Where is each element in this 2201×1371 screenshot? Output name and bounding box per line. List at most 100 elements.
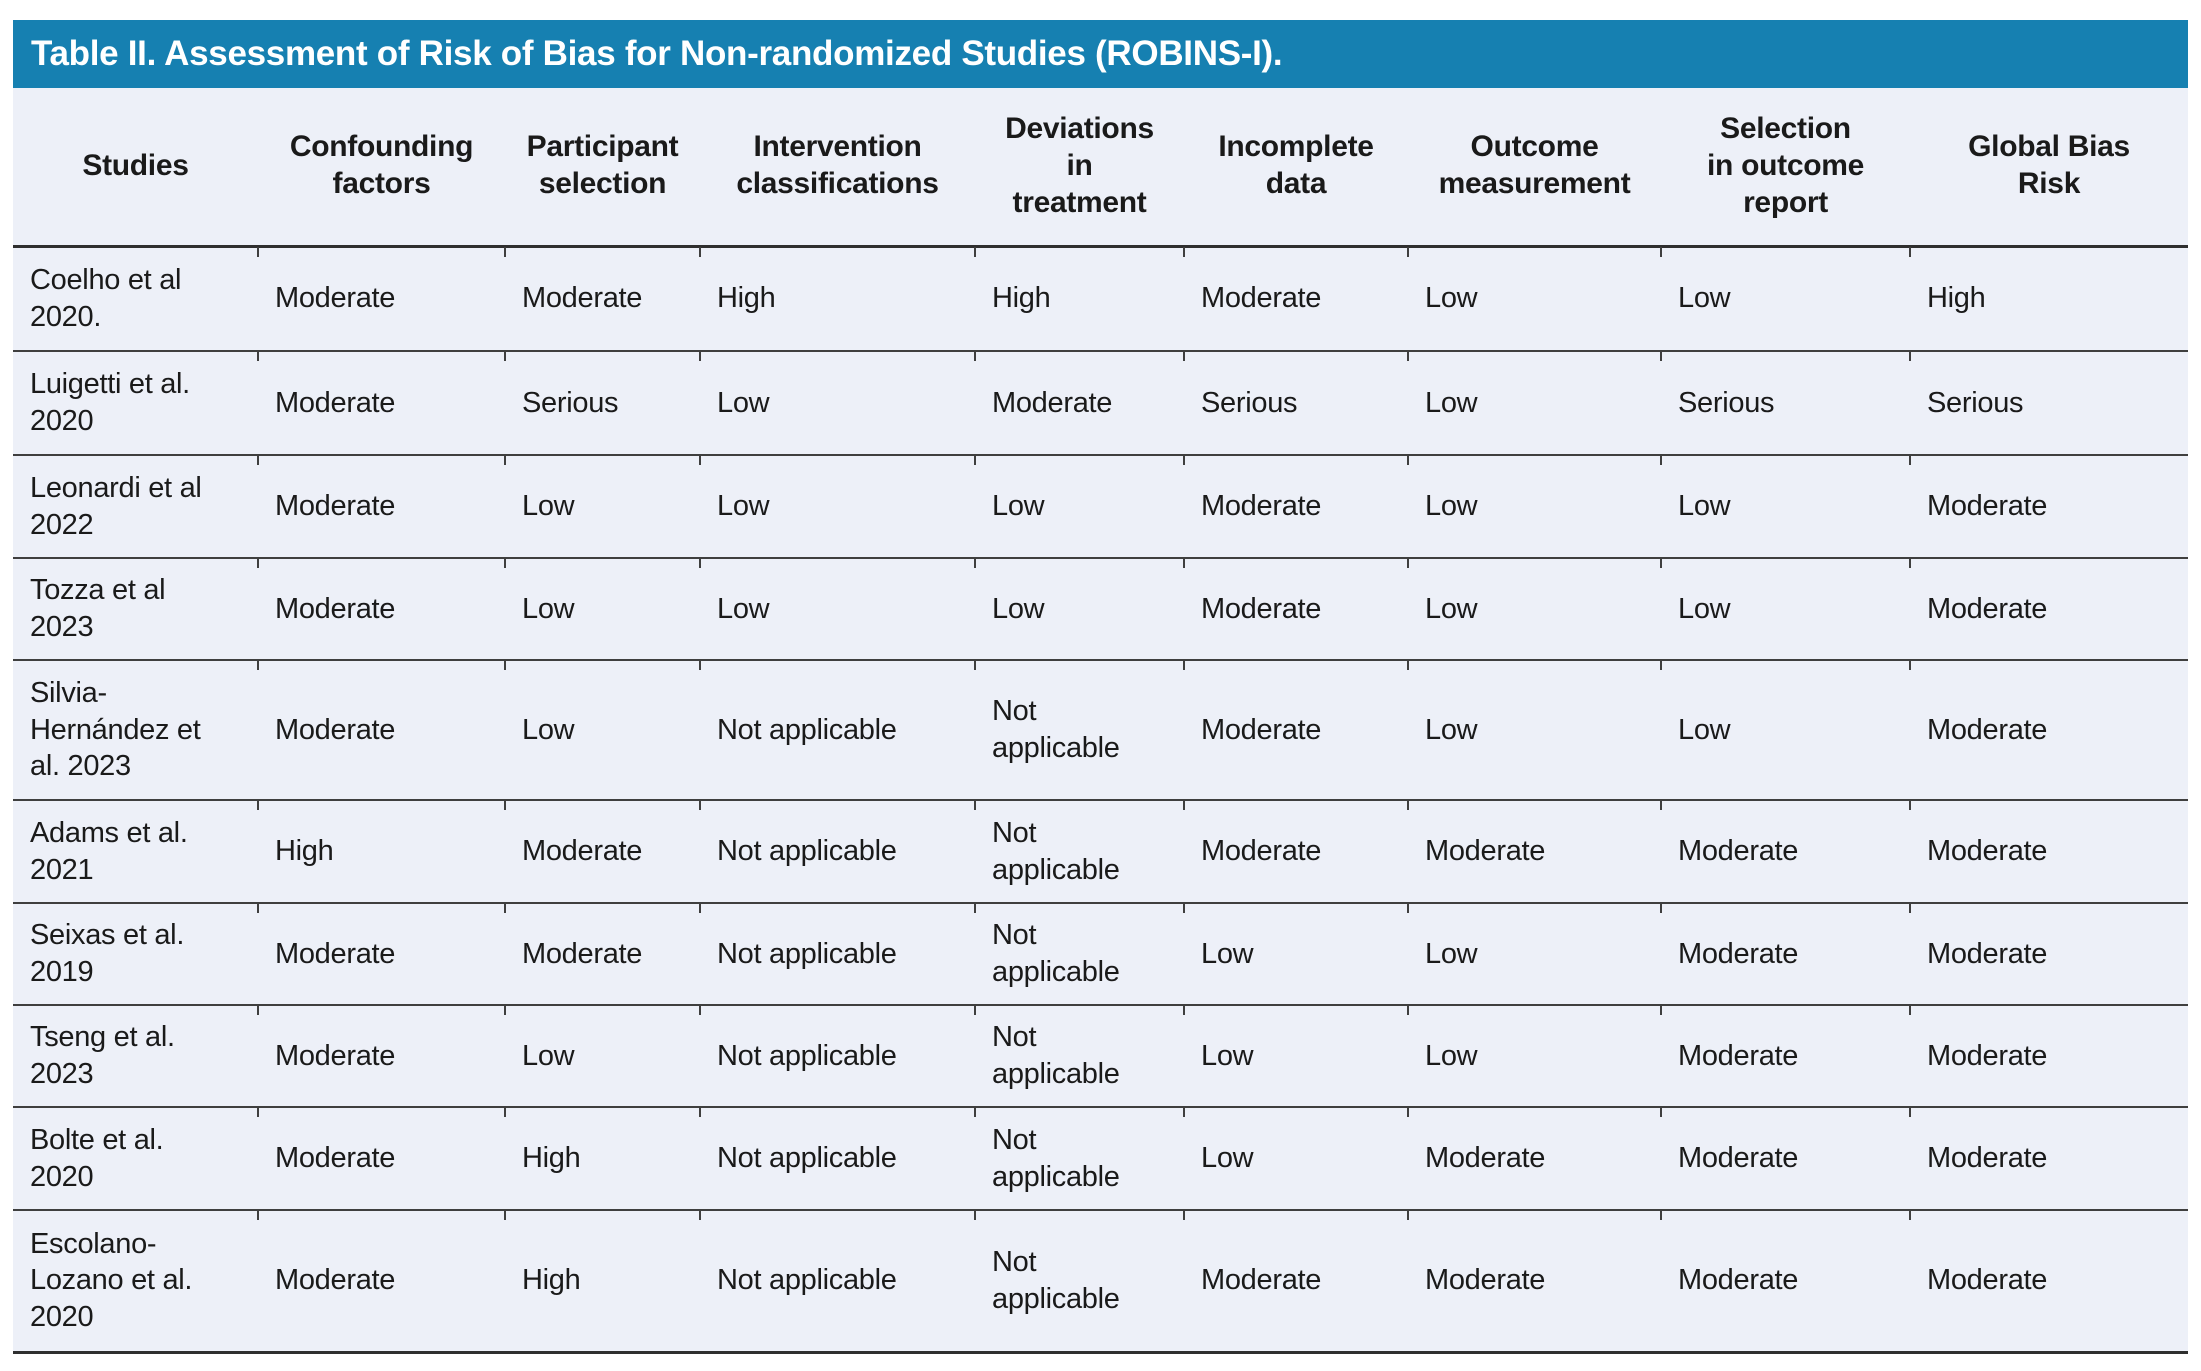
column-header: Global Bias Risk [1968, 130, 2130, 201]
risk-cell: Moderate [974, 350, 1184, 455]
risk-cell: Moderate [1183, 659, 1408, 800]
risk-cell: Moderate [1909, 659, 2188, 800]
risk-cell: Low [504, 557, 700, 660]
risk-cell: Not applicable [699, 659, 975, 800]
risk-cell: Not applicable [699, 1106, 975, 1210]
column-header: Selection in outcome report [1706, 111, 1864, 219]
risk-cell: Not applicable [974, 1106, 1184, 1210]
risk-cell: Low [504, 1004, 700, 1107]
risk-cell: Moderate [1183, 557, 1408, 660]
risk-cell: Moderate [257, 245, 505, 351]
table-row: Tseng et al. 2023 Moderate Low Not applicab… [13, 1004, 2188, 1107]
risk-cell: Low [1407, 557, 1661, 660]
table-header-row: Studies Confounding factors Participant se… [13, 88, 2188, 246]
risk-cell: Low [1183, 1106, 1408, 1210]
risk-cell: Moderate [1909, 1209, 2188, 1352]
risk-cell: Moderate [1407, 799, 1661, 903]
risk-cell: Moderate [504, 902, 700, 1005]
study-name: Coelho et al 2020. [30, 264, 182, 333]
risk-cell: Serious [1183, 350, 1408, 455]
risk-cell: Low [1660, 557, 1910, 660]
risk-cell: High [974, 245, 1184, 351]
risk-cell: Not applicable [699, 902, 975, 1005]
risk-cell: Low [699, 557, 975, 660]
risk-cell: Not applicable [974, 799, 1184, 903]
column-header: Outcome measurement [1438, 130, 1631, 201]
table-row: Escolano- Lozano et al. 2020 Moderate High… [13, 1209, 2188, 1352]
risk-cell: Moderate [1407, 1106, 1661, 1210]
risk-cell: Moderate [1660, 902, 1910, 1005]
study-name: Bolte et al. 2020 [30, 1123, 164, 1193]
risk-cell: Moderate [257, 1106, 505, 1210]
risk-cell: Moderate [257, 350, 505, 455]
study-name: Escolano- Lozano et al. 2020 [30, 1227, 193, 1334]
risk-of-bias-table: Studies Confounding factors Participant se… [13, 88, 2188, 1354]
risk-cell: Low [504, 454, 700, 558]
table-row: Coelho et al 2020. Moderate Moderate High Hi… [13, 245, 2188, 351]
risk-cell: Moderate [1183, 799, 1408, 903]
risk-cell: Low [1660, 245, 1910, 351]
risk-cell: Moderate [1660, 1004, 1910, 1107]
risk-cell: High [699, 245, 975, 351]
risk-cell: Moderate [1660, 1209, 1910, 1352]
risk-cell: Not applicable [974, 659, 1184, 800]
risk-cell: Moderate [1909, 454, 2188, 558]
risk-cell: Not applicable [974, 1004, 1184, 1107]
risk-cell: Moderate [1660, 799, 1910, 903]
risk-cell: Moderate [1407, 1209, 1661, 1352]
risk-cell: Moderate [257, 902, 505, 1005]
risk-cell: Moderate [504, 799, 700, 903]
risk-cell: Moderate [1660, 1106, 1910, 1210]
table-row: Luigetti et al. 2020 Moderate Serious Low Mo… [13, 350, 2188, 455]
risk-cell: High [504, 1106, 700, 1210]
risk-cell: Moderate [257, 1209, 505, 1352]
risk-cell: Not applicable [699, 1004, 975, 1107]
table-row: Leonardi et al 2022 Moderate Low Low Low Mode… [13, 454, 2188, 558]
study-name: Tozza et al 2023 [30, 574, 166, 643]
risk-cell: Low [1407, 659, 1661, 800]
risk-cell: Moderate [1909, 1004, 2188, 1107]
table-title-bar: Table II. Assessment of Risk of Bias for… [13, 20, 2188, 88]
risk-cell: Moderate [1183, 454, 1408, 558]
risk-cell: Low [1183, 902, 1408, 1005]
column-header: Incomplete data [1218, 130, 1374, 201]
risk-cell: Not applicable [699, 1209, 975, 1352]
risk-cell: Low [1407, 245, 1661, 351]
risk-cell: Serious [504, 350, 700, 455]
risk-cell: Serious [1909, 350, 2188, 455]
study-name: Silvia- Hernández et al. 2023 [30, 677, 201, 783]
table-row: Adams et al. 2021 High Moderate Not applica… [13, 799, 2188, 903]
column-header: Intervention classifications [736, 130, 939, 201]
risk-cell: Low [699, 454, 975, 558]
risk-cell: Low [1407, 1004, 1661, 1107]
risk-cell: Moderate [257, 454, 505, 558]
risk-cell: Low [1407, 454, 1661, 558]
risk-cell: Moderate [1183, 245, 1408, 351]
risk-cell: Moderate [1909, 557, 2188, 660]
risk-cell: High [504, 1209, 700, 1352]
column-header: Studies [82, 148, 189, 182]
risk-cell: Low [504, 659, 700, 800]
study-name: Seixas et al. 2019 [30, 919, 185, 988]
risk-cell: Low [974, 557, 1184, 660]
risk-cell: Low [1660, 454, 1910, 558]
table-title: Table II. Assessment of Risk of Bias for… [31, 34, 1283, 73]
study-name: Luigetti et al. 2020 [30, 368, 190, 437]
risk-cell: Moderate [1909, 902, 2188, 1005]
study-name: Tseng et al. 2023 [30, 1021, 175, 1090]
risk-cell: Low [699, 350, 975, 455]
risk-cell: Not applicable [699, 799, 975, 903]
study-name: Adams et al. 2021 [30, 816, 188, 886]
column-header: Deviations in treatment [1005, 111, 1154, 219]
risk-cell: Moderate [257, 659, 505, 800]
risk-cell: Serious [1660, 350, 1910, 455]
risk-cell: Moderate [257, 1004, 505, 1107]
table-row: Seixas et al. 2019 Moderate Moderate Not ap… [13, 902, 2188, 1005]
risk-cell: Moderate [1183, 1209, 1408, 1352]
column-header: Participant selection [526, 130, 679, 201]
study-name: Leonardi et al 2022 [30, 471, 202, 541]
table-row: Tozza et al 2023 Moderate Low Low Low Moderat… [13, 557, 2188, 660]
risk-cell: Moderate [257, 557, 505, 660]
risk-cell: Not applicable [974, 1209, 1184, 1352]
